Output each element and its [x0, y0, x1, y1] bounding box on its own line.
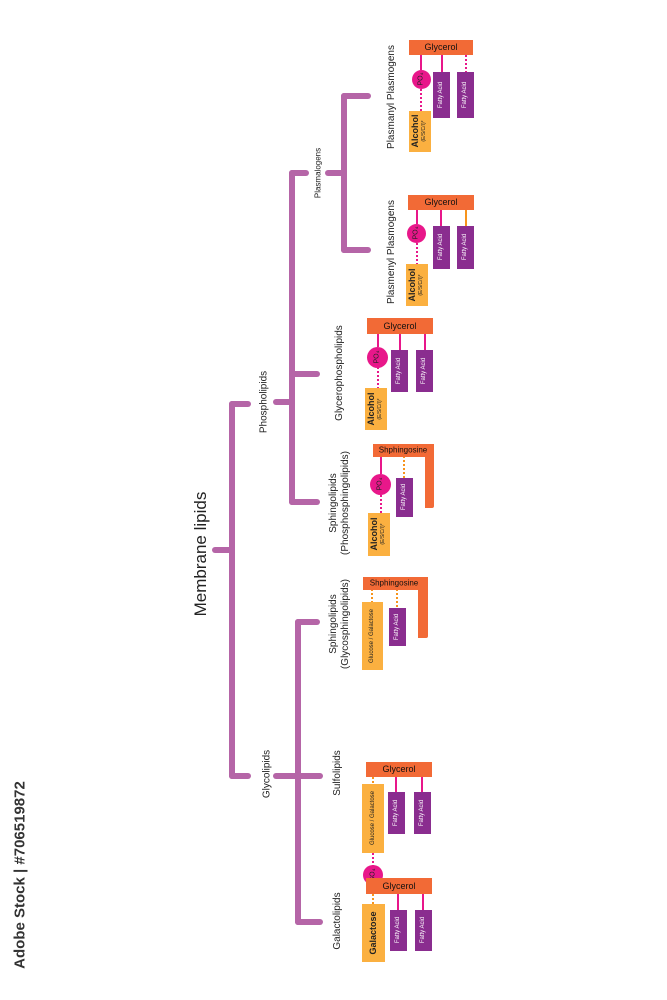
fatty-acid-label-sulfolipid-1: Fatty Acid	[393, 799, 399, 827]
fatty-acid-label-galactolipid-2: Fatty Acid	[420, 916, 426, 944]
alcohol-block-glycerophospholipid	[365, 388, 387, 430]
phosphate-circle-plasmanyl	[412, 70, 431, 89]
alcohol-label-phospho: Alcohol (E/S/C/I)*	[369, 517, 388, 551]
sphingosine-backbone-glyco	[363, 577, 428, 638]
alcohol-block-phospho	[368, 513, 390, 556]
fatty-acid-block-glycerophospholipid-2	[416, 350, 433, 392]
glycerol-block-sulfolipid	[366, 762, 432, 777]
alcohol-text-phospho: Alcohol	[369, 517, 379, 551]
alcohol-label-plasmanyl: Alcohol (E/S/C/I)*	[410, 114, 429, 148]
galactose-label-galactolipid: Galactose	[368, 911, 378, 955]
sphingosine-backbone-phospho	[373, 444, 434, 508]
alcohol-label-plasmenyl: Alcohol (E/S/C/I)*	[407, 268, 426, 302]
glycerol-label-plasmanyl: Glycerol	[424, 42, 458, 52]
alcohol-subtext-phospho: (E/S/C/I)*	[380, 523, 386, 545]
alcohol-subtext-plasmenyl: (E/S/C/I)*	[418, 274, 424, 296]
alcohol-text-plasmenyl: Alcohol	[407, 268, 417, 302]
fatty-acid-block-plasmenyl-1	[433, 226, 450, 269]
fatty-acid-label-plasmenyl-1: Fatty Acid	[438, 233, 444, 261]
label-galactolipids: Galactolipids	[332, 892, 343, 950]
glycerol-label-plasmenyl: Glycerol	[424, 197, 458, 207]
label-glycerophospholipids: Glycerophospholipids	[334, 325, 345, 421]
fatty-acid-block-sulfolipid-2	[414, 792, 431, 834]
label-phosphosphingolipids: Sphingolipids (Phosphosphingolipids)	[328, 451, 352, 555]
label-sulfolipids: Sulfolipids	[332, 750, 343, 796]
sphingosine-label-glyco: Shphingosine	[369, 578, 419, 588]
fatty-acid-label-phospho: Fatty Acid	[401, 483, 407, 511]
fatty-acid-label-glyco: Fatty Acid	[394, 613, 400, 641]
alcohol-label-glycerophospholipid: Alcohol (E/S/C/I)*	[366, 392, 385, 426]
fatty-acid-block-phospho	[396, 478, 413, 517]
fatty-acid-block-plasmanyl-1	[433, 72, 450, 118]
fatty-acid-block-glyco	[389, 608, 406, 646]
sphingosine-label-phospho: Shphingosine	[378, 445, 428, 455]
glycerol-block-plasmenyl	[408, 195, 474, 210]
glycerol-block-galactolipid	[366, 878, 432, 894]
label-glycosphingolipids-line2: (Glycosphingolipids)	[340, 578, 351, 670]
label-glycosphingolipids-line1: Sphingolipids	[328, 594, 339, 654]
alcohol-text-plasmanyl: Alcohol	[410, 114, 420, 148]
fatty-acid-block-sulfolipid-1	[388, 792, 405, 834]
alcohol-text-glycerophospholipid: Alcohol	[366, 392, 376, 426]
label-phospholipids: Phospholipids	[258, 370, 270, 434]
galactose-block-galactolipid	[362, 904, 385, 962]
glucose-galactose-label-glyco: Glucose / Galactose	[369, 608, 375, 664]
alcohol-block-plasmanyl	[409, 111, 431, 152]
glucose-galactose-block-sulfolipid	[362, 784, 384, 853]
glycerol-block-glycerophospholipid	[367, 318, 433, 334]
alcohol-block-plasmenyl	[406, 264, 428, 306]
glycerol-block-plasmanyl	[409, 40, 473, 55]
fatty-acid-label-galactolipid-1: Fatty Acid	[395, 916, 401, 944]
label-phosphosphingolipids-line1: Sphingolipids	[328, 473, 339, 533]
alcohol-subtext-plasmanyl: (E/S/C/I)*	[421, 120, 427, 142]
glycerol-label-sulfolipid: Glycerol	[382, 764, 416, 774]
phosphate-label-glycerophospholipid: PO₄	[373, 350, 381, 364]
fatty-acid-block-plasmenyl-2	[457, 226, 474, 269]
label-glycosphingolipids: Sphingolipids (Glycosphingolipids)	[328, 579, 352, 669]
fatty-acid-label-sulfolipid-2: Fatty Acid	[419, 799, 425, 827]
glycerol-label-galactolipid: Glycerol	[382, 881, 416, 891]
phosphate-circle-phospho	[370, 474, 391, 495]
fatty-acid-label-plasmanyl-1: Fatty Acid	[438, 81, 444, 109]
glucose-galactose-block-glyco	[362, 602, 383, 670]
phosphate-label-plasmenyl: PO₄	[412, 226, 420, 240]
label-plasmenyl: Plasmenyl Plasmogens	[386, 200, 397, 304]
fatty-acid-block-glycerophospholipid-1	[391, 350, 408, 392]
diagram-title: Membrane lipids	[191, 491, 210, 617]
fatty-acid-label-plasmanyl-2: Fatty Acid	[462, 81, 468, 109]
fatty-acid-label-plasmenyl-2: Fatty Acid	[462, 233, 468, 261]
label-phosphosphingolipids-line2: (Phosphosphingolipids)	[340, 451, 351, 555]
glycerol-label-glycerophospholipid: Glycerol	[383, 321, 417, 331]
phosphate-label-phospho: PO₄	[376, 477, 384, 491]
fatty-acid-block-galactolipid-2	[415, 910, 432, 951]
label-glycolipids: Glycolipids	[261, 749, 273, 799]
fatty-acid-label-glycerophospholipid-1: Fatty Acid	[396, 357, 402, 385]
phosphate-circle-plasmenyl	[407, 224, 426, 243]
glucose-galactose-label-sulfolipid: Glucose / Galactose	[370, 790, 376, 846]
phosphate-circle-glycerophospholipid	[367, 347, 388, 368]
alcohol-subtext-glycerophospholipid: (E/S/C/I)*	[377, 398, 383, 420]
label-plasmalogens: Plasmalogens	[313, 147, 323, 199]
fatty-acid-block-plasmanyl-2	[457, 72, 474, 118]
fatty-acid-label-glycerophospholipid-2: Fatty Acid	[421, 357, 427, 385]
fatty-acid-block-galactolipid-1	[390, 910, 407, 951]
phosphate-label-plasmanyl: PO₄	[417, 72, 425, 86]
label-plasmanyl: Plasmanyl Plasmogens	[386, 45, 397, 149]
